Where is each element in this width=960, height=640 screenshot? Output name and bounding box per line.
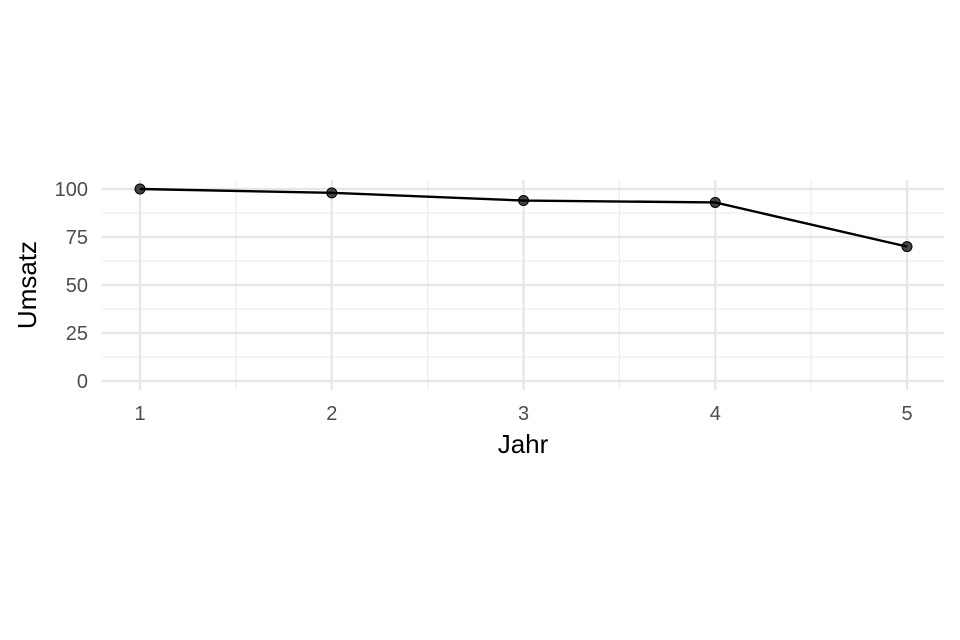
y-axis-ticks: 0 25 50 75 100 bbox=[55, 179, 88, 393]
data-point bbox=[326, 187, 338, 199]
x-tick-label: 2 bbox=[326, 403, 337, 425]
y-tick-label: 50 bbox=[66, 275, 88, 297]
y-tick-label: 100 bbox=[55, 179, 88, 201]
x-axis-ticks: 1 2 3 4 5 bbox=[134, 403, 912, 425]
data-point bbox=[518, 195, 529, 207]
x-axis-title: Jahr bbox=[498, 429, 549, 459]
x-tick-label: 1 bbox=[134, 403, 145, 425]
y-axis-title: Umsatz bbox=[12, 241, 42, 329]
series-layer bbox=[134, 183, 913, 253]
x-tick-label: 3 bbox=[518, 403, 529, 425]
y-tick-label: 75 bbox=[66, 227, 88, 249]
data-point bbox=[901, 241, 913, 253]
x-tick-label: 4 bbox=[710, 403, 721, 425]
data-point bbox=[134, 183, 146, 195]
x-tick-label: 5 bbox=[901, 403, 912, 425]
y-tick-label: 25 bbox=[66, 323, 88, 345]
data-point bbox=[709, 196, 721, 208]
grid bbox=[102, 180, 944, 390]
y-tick-label: 0 bbox=[77, 371, 88, 393]
